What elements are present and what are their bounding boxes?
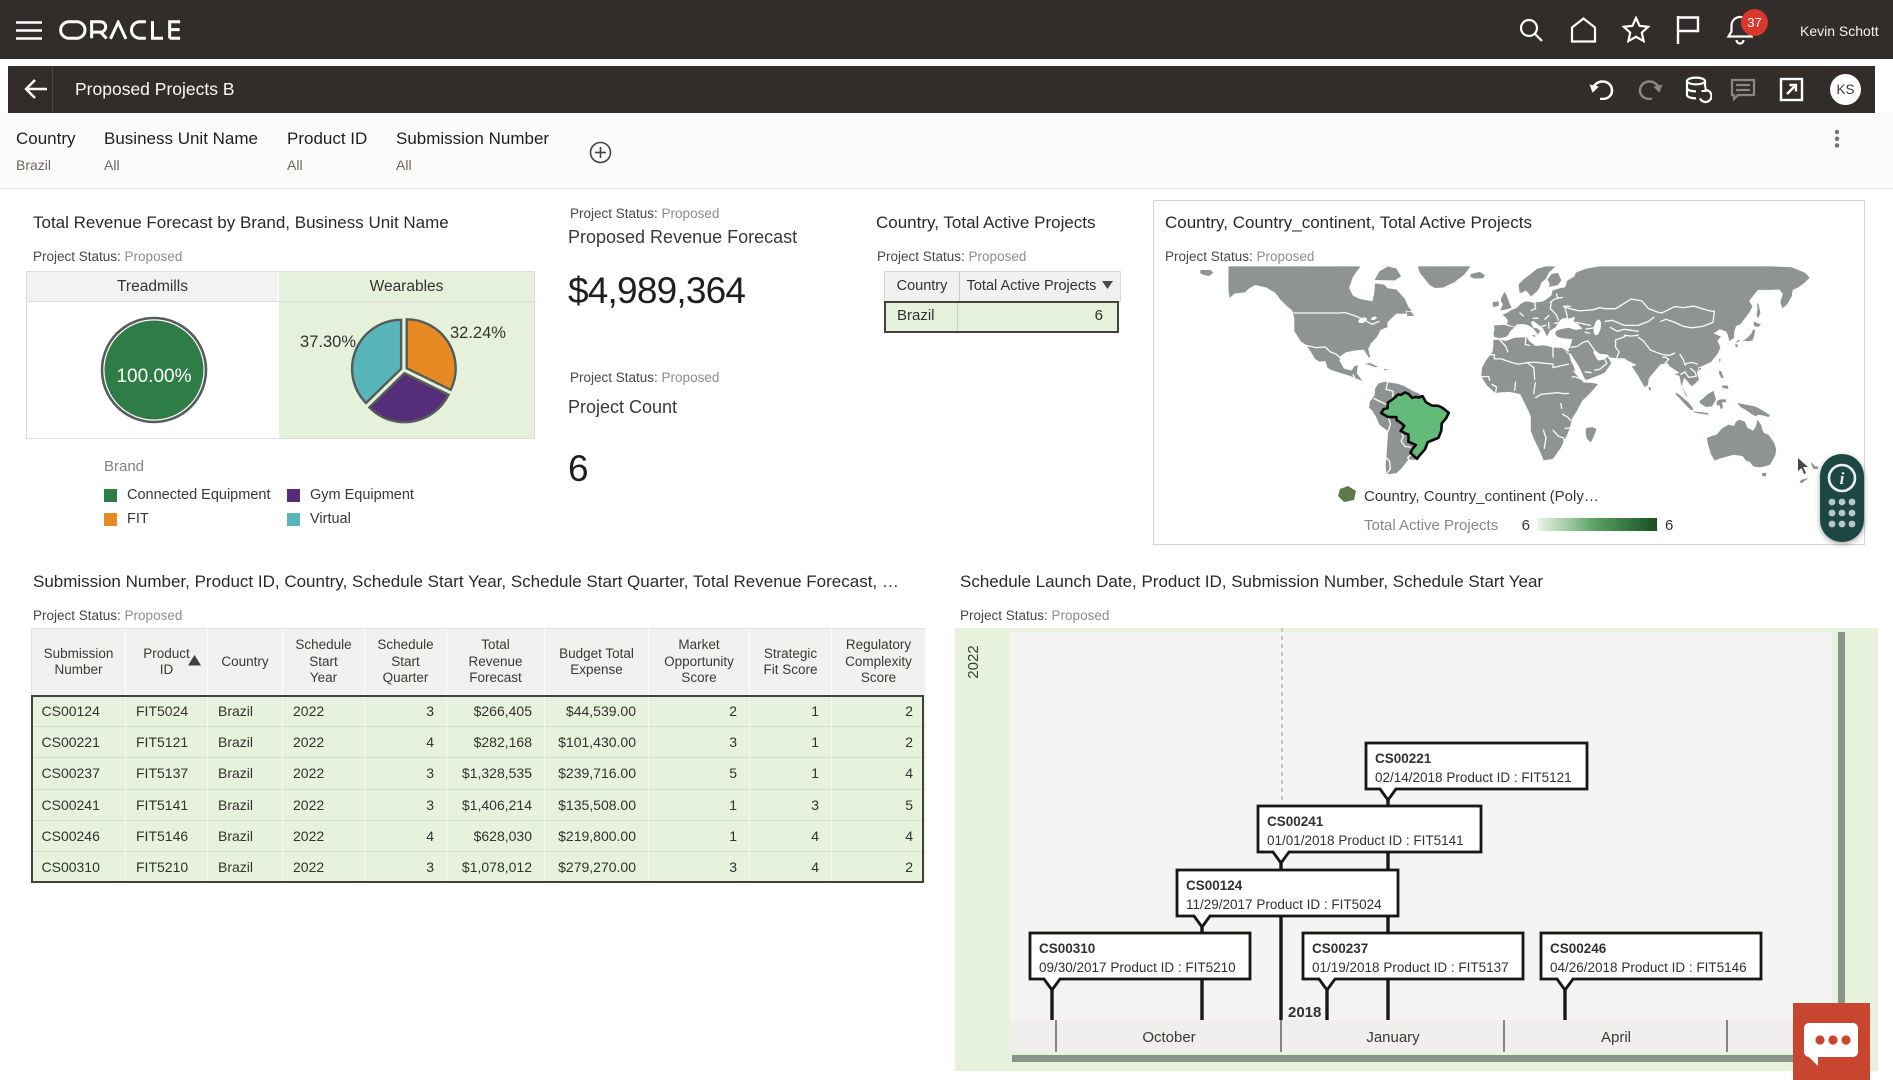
svg-text:2018: 2018: [1288, 1004, 1321, 1021]
svg-text:6: 6: [1665, 517, 1673, 534]
svg-text:6: 6: [1522, 517, 1530, 534]
svg-text:01/19/2018 Product ID : FIT513: 01/19/2018 Product ID : FIT5137: [1312, 960, 1509, 975]
svg-text:Country, Country_continent (Po: Country, Country_continent (Poly…: [1364, 488, 1599, 505]
svg-text:2022: 2022: [965, 645, 982, 678]
svg-text:CS00237: CS00237: [1312, 941, 1368, 956]
svg-text:11/29/2017 Product ID : FIT502: 11/29/2017 Product ID : FIT5024: [1186, 897, 1382, 912]
svg-text:37.30%: 37.30%: [300, 333, 356, 351]
svg-text:CS00241: CS00241: [1267, 814, 1324, 829]
svg-text:i: i: [1840, 469, 1845, 488]
svg-text:09/30/2017 Product ID : FIT521: 09/30/2017 Product ID : FIT5210: [1039, 960, 1236, 975]
svg-text:01/01/2018 Product ID : FIT514: 01/01/2018 Product ID : FIT5141: [1267, 833, 1464, 848]
svg-text:100.00%: 100.00%: [116, 366, 191, 387]
svg-text:CS00310: CS00310: [1039, 941, 1095, 956]
svg-text:April: April: [1601, 1029, 1631, 1046]
svg-text:CS00221: CS00221: [1375, 751, 1432, 766]
svg-text:October: October: [1142, 1029, 1195, 1046]
svg-text:02/14/2018 Product ID : FIT512: 02/14/2018 Product ID : FIT5121: [1375, 770, 1572, 785]
svg-text:CS00124: CS00124: [1186, 878, 1243, 893]
svg-text:CS00246: CS00246: [1550, 941, 1607, 956]
svg-text:04/26/2018 Product ID : FIT514: 04/26/2018 Product ID : FIT5146: [1550, 960, 1747, 975]
svg-text:32.24%: 32.24%: [450, 324, 506, 342]
svg-text:Total Active Projects: Total Active Projects: [1364, 517, 1498, 534]
svg-text:January: January: [1366, 1029, 1420, 1046]
